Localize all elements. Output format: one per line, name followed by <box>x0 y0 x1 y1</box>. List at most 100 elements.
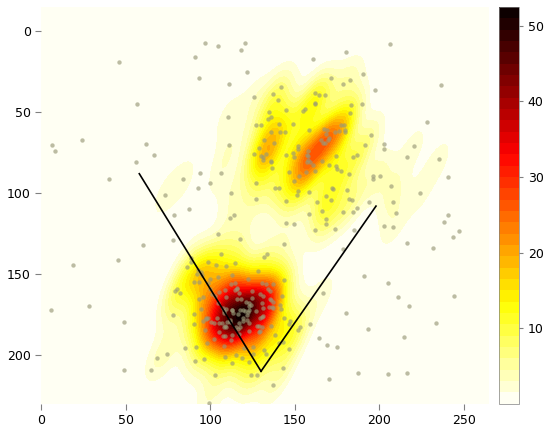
Point <box>228 310 237 317</box>
Point <box>343 186 352 193</box>
Point <box>230 260 239 267</box>
Point <box>267 158 276 165</box>
Point <box>322 130 331 137</box>
Point <box>386 41 395 48</box>
Point <box>434 156 443 163</box>
Point <box>259 137 268 144</box>
Point <box>279 339 288 346</box>
Point <box>358 71 367 78</box>
Point <box>233 296 241 302</box>
Point <box>305 127 314 134</box>
Point <box>315 334 324 341</box>
Point <box>259 156 268 163</box>
Point <box>132 158 141 165</box>
Point <box>305 210 314 217</box>
Point <box>289 178 298 184</box>
Point <box>256 328 265 335</box>
Point <box>274 96 283 103</box>
Point <box>238 354 246 361</box>
Point <box>443 211 452 218</box>
Point <box>262 151 271 158</box>
Point <box>267 297 276 304</box>
Point <box>210 335 219 342</box>
Point <box>376 173 384 180</box>
Point <box>245 358 254 365</box>
Point <box>248 287 257 294</box>
Point <box>302 159 311 166</box>
Point <box>316 136 325 143</box>
Point <box>294 145 303 152</box>
Point <box>204 259 213 266</box>
Point <box>310 168 319 174</box>
Point <box>152 355 161 362</box>
Point <box>311 99 320 106</box>
Point <box>257 323 266 330</box>
Point <box>256 122 265 128</box>
Point <box>195 169 204 176</box>
Point <box>393 293 402 300</box>
Point <box>318 208 327 215</box>
Point <box>168 236 177 243</box>
Point <box>179 175 188 182</box>
Point <box>189 310 198 317</box>
Point <box>217 250 226 257</box>
Point <box>301 169 310 176</box>
Point <box>214 319 223 326</box>
Point <box>337 122 345 129</box>
Point <box>246 372 255 379</box>
Point <box>256 291 265 298</box>
Point <box>347 102 356 108</box>
Point <box>405 303 414 310</box>
Point <box>175 290 184 297</box>
Point <box>204 279 213 286</box>
Point <box>268 90 277 97</box>
Point <box>256 315 265 322</box>
Point <box>146 367 155 374</box>
Point <box>226 317 235 324</box>
Point <box>225 141 234 148</box>
Point <box>318 290 327 297</box>
Point <box>173 285 182 292</box>
Point <box>324 375 333 382</box>
Point <box>321 92 329 99</box>
Point <box>334 127 343 134</box>
Point <box>139 241 147 248</box>
Point <box>379 223 388 230</box>
Point <box>253 372 262 378</box>
Point <box>267 322 276 329</box>
Point <box>114 59 123 66</box>
Point <box>277 83 286 90</box>
Point <box>219 343 228 350</box>
Point <box>293 142 302 149</box>
Point <box>214 329 223 336</box>
Point <box>354 369 363 376</box>
Point <box>450 292 459 299</box>
Point <box>190 279 199 286</box>
Point <box>387 183 396 190</box>
Point <box>338 208 347 215</box>
Point <box>263 285 272 292</box>
Point <box>241 299 250 306</box>
Point <box>191 357 200 364</box>
Point <box>245 303 254 310</box>
Point <box>199 294 207 301</box>
Point <box>268 304 277 311</box>
Point <box>284 320 293 327</box>
Point <box>285 345 294 352</box>
Point <box>262 250 271 257</box>
Point <box>278 292 287 299</box>
Point <box>380 141 389 148</box>
Point <box>113 256 122 263</box>
Point <box>199 356 208 363</box>
Point <box>265 108 274 115</box>
Point <box>48 141 57 148</box>
Point <box>309 56 317 63</box>
Point <box>276 305 285 312</box>
Point <box>206 276 214 283</box>
Point <box>304 148 313 155</box>
Point <box>206 180 214 187</box>
Point <box>69 261 78 268</box>
Point <box>250 94 258 101</box>
Point <box>268 299 277 306</box>
Point <box>293 191 301 198</box>
